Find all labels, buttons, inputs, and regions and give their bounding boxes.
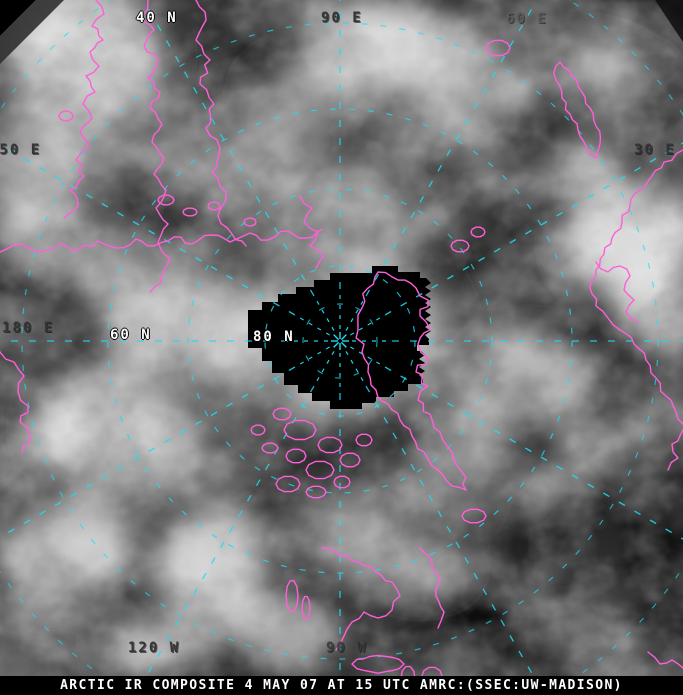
graticule-layer (0, 0, 683, 676)
lat-label-60n: 60 N (110, 327, 152, 343)
island-outline (351, 654, 405, 674)
island-outline (470, 226, 486, 238)
pole-asterisk-icon (333, 334, 340, 341)
island-outline (333, 475, 351, 489)
pole-asterisk-icon (333, 341, 340, 348)
island-outline (58, 110, 74, 122)
island-outline (305, 485, 327, 499)
satellite-map-canvas (0, 0, 683, 676)
island-outline (272, 407, 292, 421)
coastline (595, 261, 639, 323)
coastline (589, 149, 683, 425)
island-outline (250, 424, 266, 436)
coastline (0, 351, 31, 453)
pole-asterisk-icon (340, 334, 347, 341)
lon-label-120w: 120 W (128, 640, 181, 656)
graticule-latitude-circle (187, 188, 493, 494)
graticule-latitude-circle (21, 22, 659, 660)
coastline (195, 0, 247, 247)
island-outline (157, 194, 175, 206)
lon-label-90w: 90 W (326, 640, 368, 656)
lon-label-180e: 180 E (2, 320, 55, 336)
island-outline (207, 201, 221, 211)
graticule-latitude-circle (302, 303, 378, 379)
pole-asterisk-icon (340, 341, 347, 348)
island-outline (305, 460, 335, 480)
island-outline (485, 39, 511, 57)
coastline (667, 429, 683, 471)
island-outline (285, 448, 307, 464)
island-outline (283, 419, 317, 441)
corner-band-top-left (0, 0, 64, 64)
island-outline (301, 595, 311, 621)
island-outline (339, 452, 361, 468)
island-outline (182, 207, 198, 217)
coastline (419, 547, 445, 629)
island-outline (400, 665, 416, 676)
island-outline (243, 217, 257, 227)
lon-label-150e: 150 E (0, 142, 42, 158)
lat-label-40n: 40 N (136, 10, 178, 26)
island-outline (285, 580, 299, 612)
island-outline (461, 508, 487, 524)
island-outline (261, 442, 279, 454)
island-outline (421, 666, 443, 676)
island-outline (450, 239, 470, 253)
coastline-layer (0, 0, 683, 676)
lat-label-80n: 80 N (253, 329, 295, 345)
island-outline (355, 271, 467, 491)
island-outline (553, 61, 602, 159)
island-outline (355, 433, 373, 447)
coastline (321, 547, 401, 651)
coastline (63, 0, 105, 219)
island-outline (275, 475, 301, 493)
caption-bar: ARCTIC IR COMPOSITE 4 MAY 07 AT 15 UTC A… (0, 676, 683, 695)
corner-seam-bottom-left (0, 634, 52, 676)
lon-label-90e: 90 E (321, 10, 363, 26)
coastline (0, 228, 323, 253)
corner-dark-top-right (655, 0, 683, 42)
island-outline (317, 436, 343, 454)
lon-label-30e: 30 E (634, 142, 676, 158)
coastline (647, 651, 683, 669)
lon-label-60e: 60 E (506, 11, 548, 27)
coastline (299, 195, 325, 269)
